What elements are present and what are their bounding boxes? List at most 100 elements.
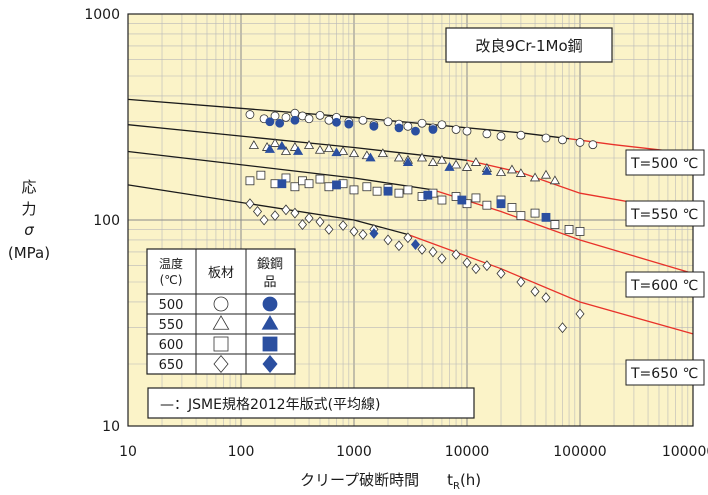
data-point-650-plate [471, 263, 481, 275]
data-point-550-plate [436, 154, 448, 164]
data-point-500-plate [304, 114, 314, 124]
data-point-600-plate [290, 182, 300, 192]
data-point-500-plate [451, 125, 461, 134]
data-point-500-plate [588, 140, 598, 150]
data-point-600-plate [256, 170, 266, 180]
fit-curve-550-black [127, 124, 468, 161]
legend-header-temp-unit: (℃) [160, 273, 183, 287]
data-point-600-forging [496, 199, 506, 209]
curve-label: T=550 ℃ [630, 207, 698, 223]
data-point-600-forging [457, 195, 467, 205]
data-point-550-plate [416, 152, 428, 162]
legend-temp: 600 [159, 338, 184, 353]
data-point-650-plate [557, 322, 568, 334]
data-point-500-plate [482, 129, 492, 139]
data-point-550-plate [529, 172, 541, 182]
data-point-600-forging [332, 180, 341, 190]
data-point-650-plate [290, 207, 300, 219]
legend-header-plate: 板材 [208, 266, 234, 281]
square-filled-icon [262, 336, 278, 352]
data-point-650-plate [496, 268, 506, 279]
footnote-text: —：JSME規格2012年版式(平均線) [160, 397, 381, 413]
data-point-550-plate [470, 157, 482, 166]
legend-temp: 550 [159, 318, 184, 333]
data-point-550-forging [331, 147, 342, 157]
square-open-icon [213, 336, 229, 352]
data-point-600-plate [315, 174, 325, 184]
data-point-650-plate [281, 204, 291, 216]
data-point-550-forging [264, 144, 275, 153]
curve-label-box [625, 359, 705, 386]
data-point-500-forging [290, 115, 300, 125]
y-axis-title-line-2: 力 [21, 200, 37, 218]
data-point-600-forging [423, 190, 433, 200]
legend-header-temp: 温度 [159, 256, 183, 271]
data-point-500-plate [496, 131, 506, 141]
y-tick-label: 1000 [84, 7, 120, 23]
data-point-650-plate [437, 253, 447, 264]
data-point-600-plate [362, 182, 372, 192]
x-tick-labels: 10 100 1000 10000 100000 1000000 [119, 444, 708, 460]
data-point-500-plate [315, 110, 325, 120]
data-point-500-forging [394, 123, 404, 133]
data-point-650-plate [304, 212, 314, 224]
circle-filled-icon [262, 296, 278, 312]
data-point-650-plate [358, 229, 368, 240]
data-point-550-plate [314, 144, 326, 154]
data-point-550-forging [481, 166, 492, 175]
data-point-600-plate [304, 179, 314, 189]
data-point-600-plate [507, 203, 517, 212]
data-point-650-plate [245, 198, 255, 210]
data-point-500-forging [275, 118, 285, 128]
data-point-550-plate [269, 138, 281, 147]
legend-header-forging: 鍛鋼 [257, 257, 283, 272]
triangle-filled-icon [261, 315, 279, 330]
data-point-650-plate [270, 210, 280, 222]
data-point-500-plate [245, 110, 255, 119]
data-point-650-forging [369, 228, 379, 239]
data-point-550-plate [348, 148, 360, 158]
data-point-650-plate [403, 232, 413, 244]
circle-open-icon [213, 296, 229, 312]
data-points [245, 108, 598, 334]
data-point-550-forging [444, 162, 455, 171]
data-point-500-forging [411, 126, 420, 136]
diamond-open-icon [213, 354, 229, 374]
data-point-650-plate [530, 286, 540, 297]
data-point-650-plate [338, 220, 348, 231]
y-axis-title-line-1: 応 [21, 178, 37, 196]
footnote-box [147, 387, 475, 419]
curve-labels: T=500 ℃ T=550 ℃ T=600 ℃ T=650 ℃ [625, 149, 705, 386]
data-point-650-plate [417, 243, 427, 255]
data-point-550-plate [393, 152, 405, 162]
data-point-600-plate [530, 208, 540, 218]
y-tick-labels: 10 100 1000 [84, 7, 120, 435]
data-point-550-plate [461, 162, 473, 171]
legend-temp: 500 [159, 298, 184, 313]
data-point-600-forging [383, 186, 393, 196]
y-axis-title-line-3: σ [24, 221, 34, 239]
curve-label-box [625, 271, 705, 298]
curve-label-box [625, 149, 705, 176]
data-point-500-plate [575, 138, 585, 147]
data-point-550-plate [540, 169, 552, 179]
curve-label: T=650 ℃ [630, 366, 698, 382]
data-point-650-plate [349, 226, 359, 237]
data-point-550-forging [365, 152, 376, 162]
data-point-550-plate [549, 175, 561, 185]
data-point-650-plate [297, 219, 308, 231]
data-point-600-plate [245, 176, 255, 186]
data-point-550-plate [303, 140, 315, 149]
data-point-500-forging [428, 125, 438, 134]
y-tick-label: 100 [93, 213, 120, 229]
legend-temp: 650 [159, 358, 184, 373]
data-point-550-plate [495, 167, 507, 176]
curve-label: T=600 ℃ [630, 278, 698, 294]
title-box [445, 27, 613, 63]
data-point-500-plate [437, 120, 447, 130]
data-point-500-forging [265, 117, 275, 127]
data-point-650-plate [394, 240, 404, 252]
data-point-600-plate [324, 182, 334, 192]
data-point-500-plate [516, 130, 526, 140]
data-point-650-plate [541, 292, 551, 304]
